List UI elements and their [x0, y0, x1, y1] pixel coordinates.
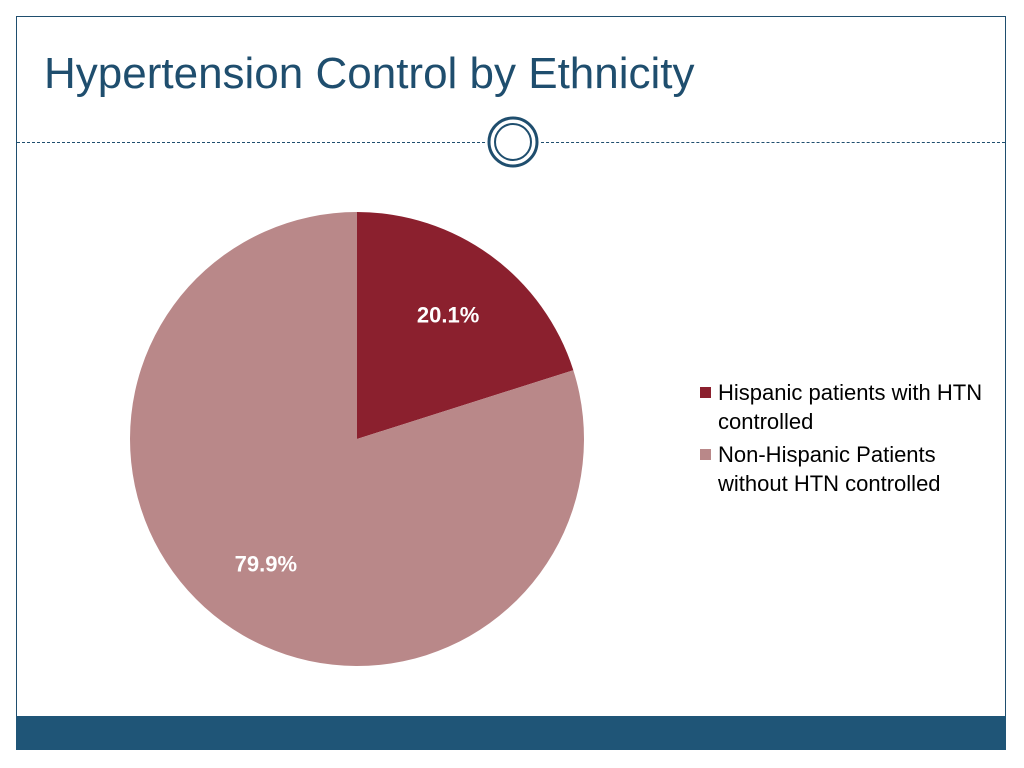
data-label-hispanic: 20.1%	[417, 302, 479, 327]
legend-swatch-hispanic	[700, 387, 711, 398]
pie-slice-hispanic	[357, 212, 574, 439]
legend-item-non-hispanic: Non-Hispanic Patients without HTN contro…	[698, 440, 988, 498]
footer-bar	[16, 716, 1006, 750]
pie-slice-non-hispanic	[129, 212, 584, 666]
chart-legend: Hispanic patients with HTN controlled No…	[698, 378, 988, 502]
legend-swatch-non-hispanic	[700, 449, 711, 460]
circle-ornament-icon	[487, 116, 539, 168]
slide-title: Hypertension Control by Ethnicity	[44, 49, 695, 98]
legend-label-hispanic: Hispanic patients with HTN controlled	[718, 380, 983, 434]
title-divider-left	[17, 142, 485, 143]
legend-item-hispanic: Hispanic patients with HTN controlled	[698, 378, 988, 436]
title-divider-right	[541, 142, 1005, 143]
legend-label-non-hispanic: Non-Hispanic Patients without HTN contro…	[718, 442, 941, 496]
data-label-non-hispanic: 79.9%	[235, 552, 297, 577]
